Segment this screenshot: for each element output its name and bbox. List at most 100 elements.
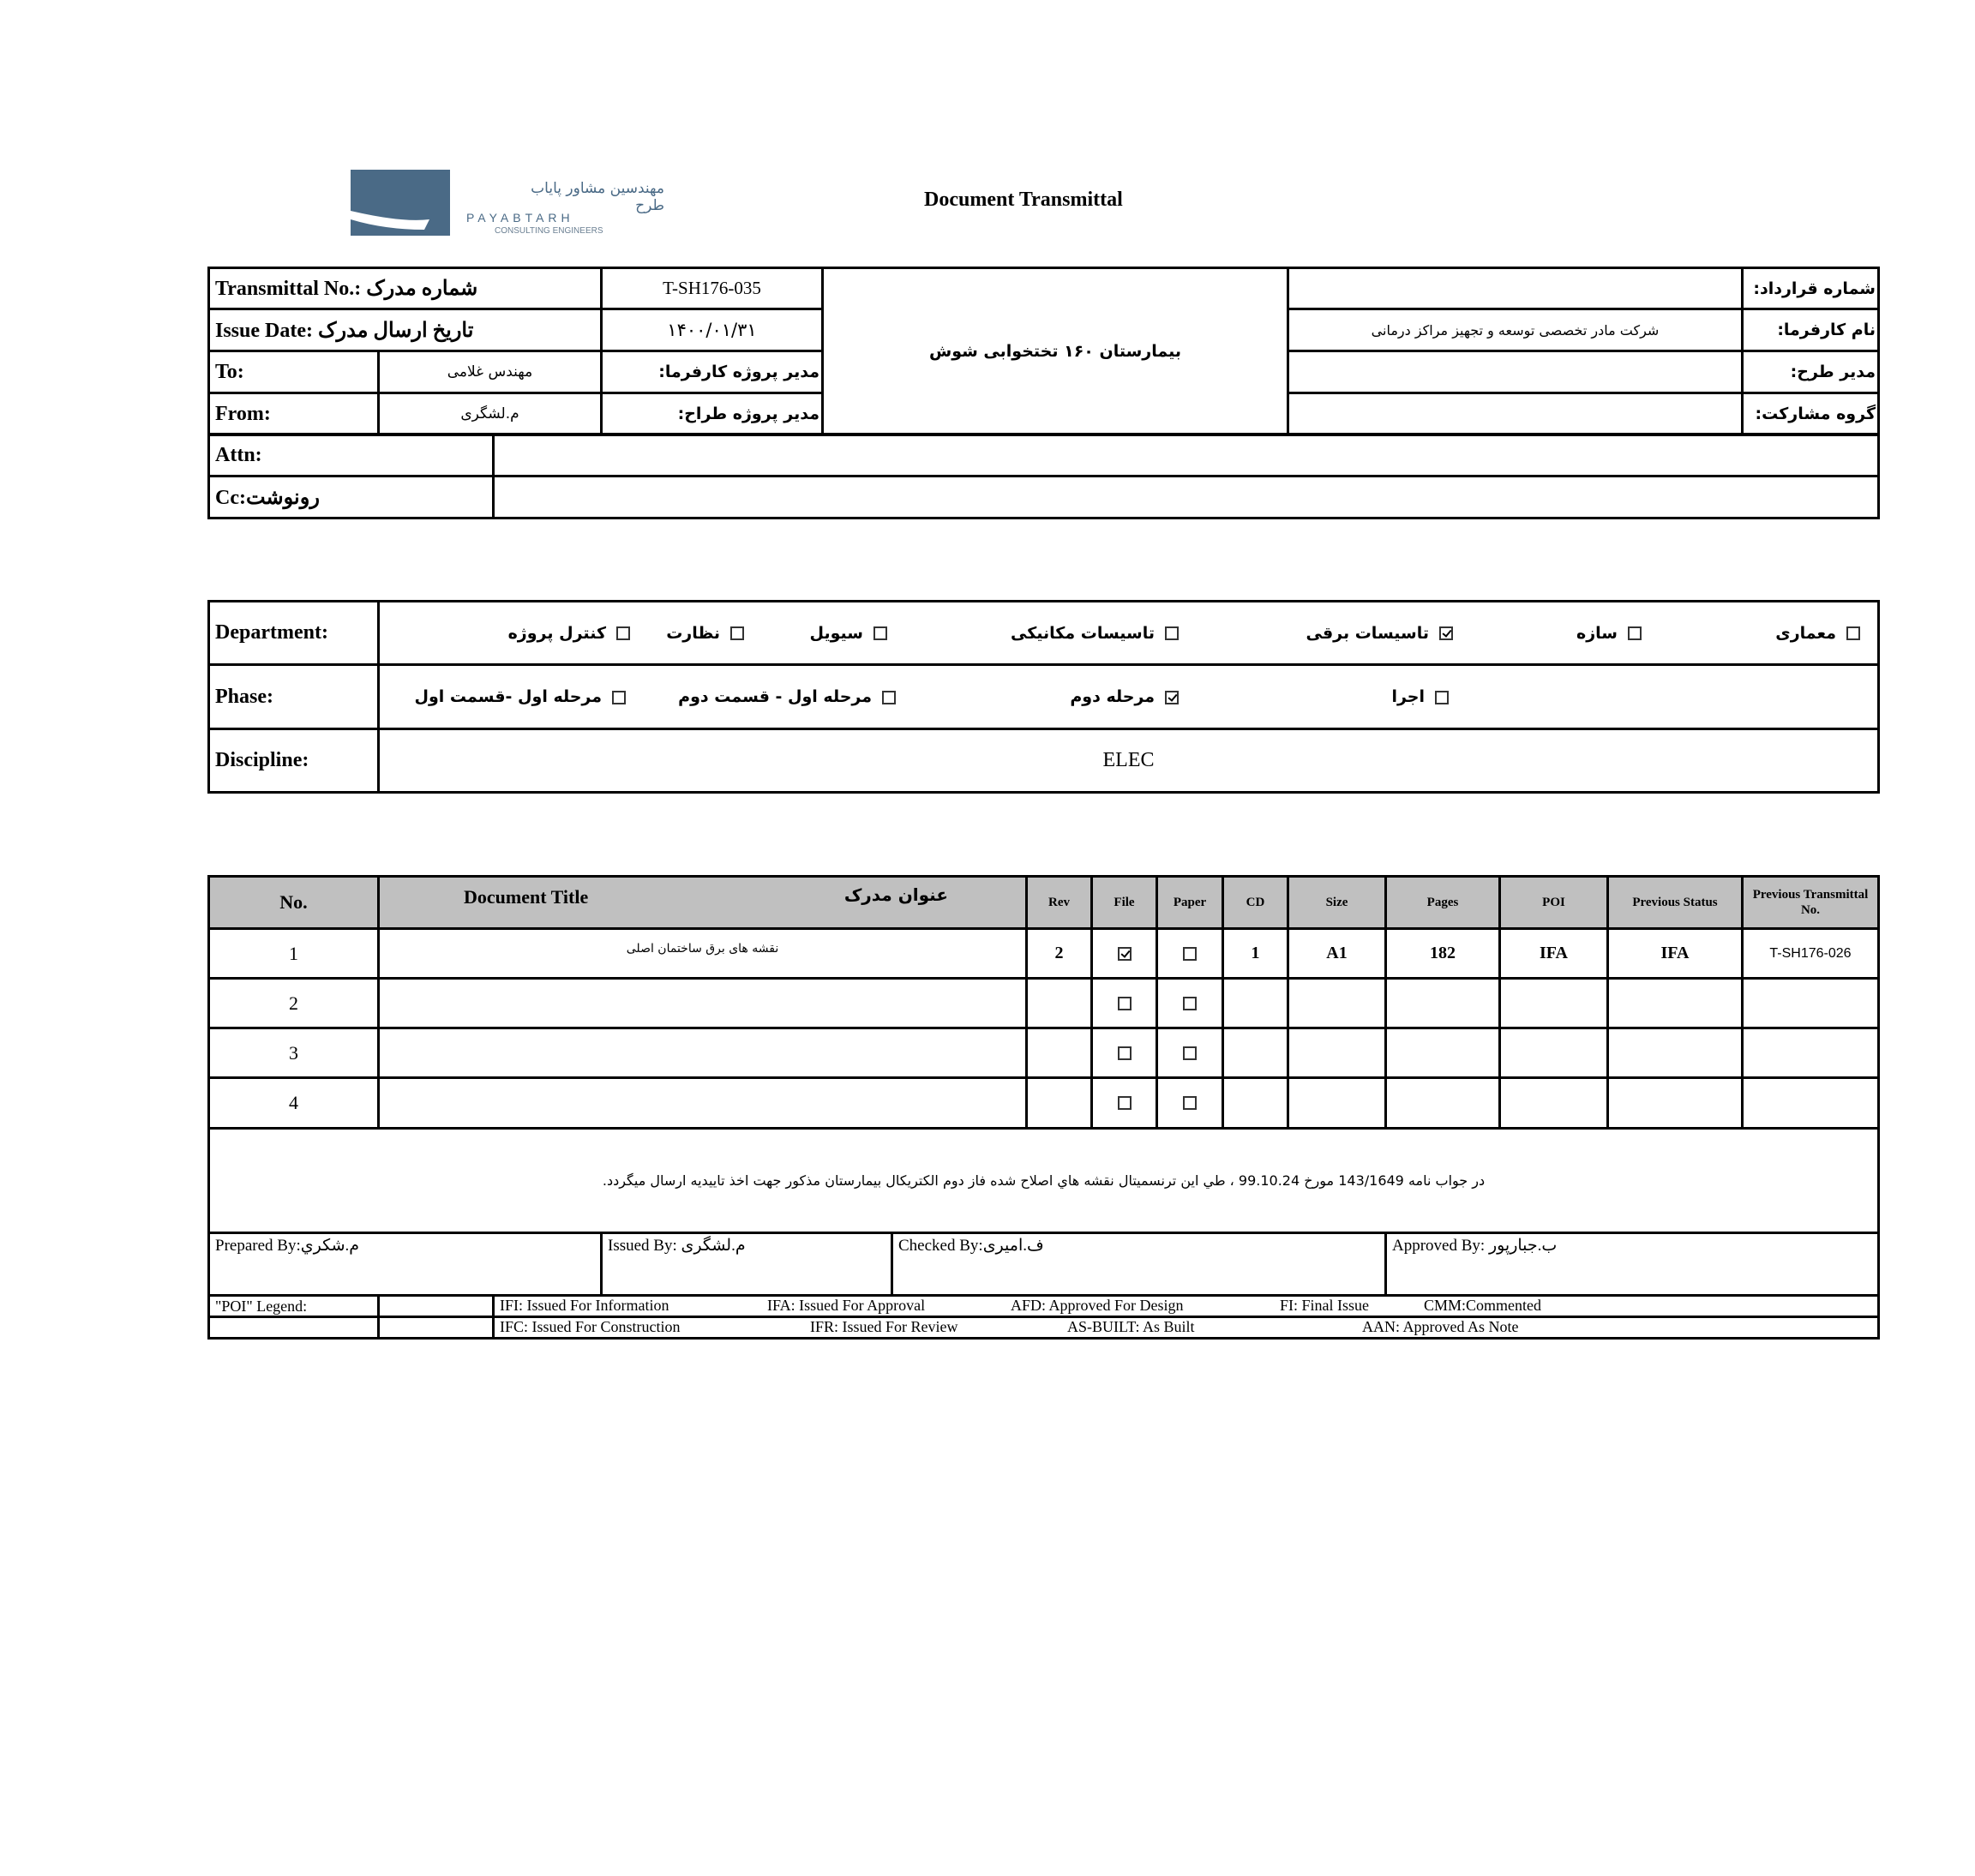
- col-rev: Rev: [1025, 875, 1093, 930]
- contract-no-value: [1287, 267, 1744, 310]
- row-rev: [1025, 977, 1093, 1029]
- row-previous-transmittal: [1741, 1027, 1880, 1079]
- legend-entry: IFR: Issued For Review: [810, 1318, 958, 1336]
- project-manager-value: [1287, 350, 1744, 394]
- row-poi: [1498, 1027, 1609, 1079]
- partnership-label: گروه مشارکت:: [1741, 392, 1880, 436]
- attn-value: [492, 433, 1880, 477]
- department-option[interactable]: معماری: [1775, 624, 1860, 643]
- logo-name-fa: مهندسین مشاور پایاب طرح: [531, 180, 664, 214]
- project-manager-label: مدیر طرح:: [1741, 350, 1880, 394]
- checkbox-icon[interactable]: [616, 626, 630, 640]
- row-paper: [1156, 1076, 1224, 1130]
- col-size: Size: [1287, 875, 1387, 930]
- row-previous-transmittal: T-SH176-026: [1741, 927, 1880, 980]
- department-option[interactable]: تاسیسات برقی: [1306, 624, 1453, 643]
- checked-checkbox-icon[interactable]: [1165, 690, 1179, 704]
- row-title: [377, 1076, 1028, 1130]
- col-previous-status: Previous Status: [1606, 875, 1744, 930]
- col-previous-transmittal: Previous Transmittal No.: [1741, 875, 1880, 930]
- col-cd: CD: [1222, 875, 1289, 930]
- page-title: Document Transmittal: [924, 189, 1123, 211]
- legend-entry: FI: Final Issue: [1280, 1297, 1370, 1315]
- checked-by: Checked By:ف.امیری: [891, 1232, 1387, 1297]
- client-pm-label: مدیر پروژه کارفرما:: [600, 350, 824, 394]
- col-pages: Pages: [1384, 875, 1501, 930]
- row-no: 2: [207, 977, 380, 1029]
- phase-option[interactable]: مرحله اول -قسمت اول: [414, 687, 626, 706]
- table-row: 2: [207, 977, 1880, 1029]
- checkbox-icon[interactable]: [1435, 690, 1449, 704]
- checkbox-icon[interactable]: [1183, 1096, 1197, 1111]
- checkbox-icon[interactable]: [873, 626, 887, 640]
- logo-mark-icon: [351, 170, 450, 236]
- row-paper: [1156, 1027, 1224, 1079]
- checkbox-icon[interactable]: [612, 690, 626, 704]
- table-row: 4: [207, 1076, 1880, 1130]
- row-paper: [1156, 977, 1224, 1029]
- checked-checkbox-icon[interactable]: [1117, 946, 1132, 961]
- department-option[interactable]: سازه: [1576, 624, 1642, 643]
- col-paper: Paper: [1156, 875, 1224, 930]
- client-value: شرکت مادر تخصصی توسعه و تجهیز مراکز درما…: [1287, 308, 1744, 352]
- logo-name-en: PAYABTARH: [466, 211, 574, 225]
- checkbox-icon[interactable]: [730, 626, 744, 640]
- row-size: [1287, 977, 1387, 1029]
- row-previous-status: [1606, 977, 1744, 1029]
- legend-entry: IFC: Issued For Construction: [500, 1318, 681, 1336]
- issued-by: Issued By: م.لشگری: [600, 1232, 893, 1297]
- department-option[interactable]: نظارت: [666, 624, 744, 643]
- attn-cc-table: Attn: Cc:رونوشت: [207, 433, 1880, 519]
- department-option[interactable]: کنترل پروژه: [508, 624, 630, 643]
- checkbox-icon[interactable]: [1183, 1046, 1197, 1060]
- issue-date-label: Issue Date: تاریخ ارسال مدرک: [207, 308, 603, 352]
- row-previous-transmittal: [1741, 1076, 1880, 1130]
- checked-checkbox-icon[interactable]: [1439, 626, 1453, 640]
- row-pages: [1384, 1076, 1501, 1130]
- col-document-title: Document Title عنوان مدرک: [377, 875, 1028, 930]
- phase-option[interactable]: مرحله دوم: [1070, 687, 1179, 706]
- legend-spacer: [377, 1316, 495, 1340]
- checkbox-icon[interactable]: [1846, 626, 1860, 640]
- poi-legend-label: "POI" Legend:: [207, 1294, 380, 1318]
- legend-entry: AFD: Approved For Design: [1011, 1297, 1184, 1315]
- phase-option[interactable]: مرحله اول - قسمت دوم: [678, 687, 896, 706]
- transmittal-note: در جواب نامه 143/1649 مورخ 99.10.24 ، طي…: [207, 1127, 1880, 1234]
- prepared-by: Prepared By:م.شکري: [207, 1232, 603, 1297]
- checkbox-icon[interactable]: [1117, 996, 1132, 1010]
- department-options: معماری سازه تاسیسات برقی تاسیسات مکانیکی…: [377, 600, 1880, 666]
- row-file: [1090, 977, 1158, 1029]
- row-size: A1: [1287, 927, 1387, 980]
- checkbox-icon[interactable]: [1117, 1046, 1132, 1060]
- row-previous-status: IFA: [1606, 927, 1744, 980]
- logo-tagline: CONSULTING ENGINEERS: [495, 226, 603, 236]
- legend-entry: CMM:Commented: [1424, 1297, 1542, 1315]
- checkbox-icon[interactable]: [1117, 1096, 1132, 1111]
- row-rev: [1025, 1076, 1093, 1130]
- checkbox-icon[interactable]: [1183, 946, 1197, 961]
- legend-entry: AS-BUILT: As Built: [1067, 1318, 1195, 1336]
- designer-pm-label: مدیر پروژه طراح:: [600, 392, 824, 436]
- col-title-fa: عنوان مدرک: [843, 884, 948, 905]
- row-rev: 2: [1025, 927, 1093, 980]
- row-title: [377, 1027, 1028, 1079]
- row-file: [1090, 927, 1158, 980]
- attn-label: Attn:: [207, 433, 495, 477]
- legend-entry: IFI: Issued For Information: [500, 1297, 669, 1315]
- company-logo: مهندسین مشاور پایاب طرح PAYABTARH CONSUL…: [351, 170, 664, 238]
- checkbox-icon[interactable]: [1183, 996, 1197, 1010]
- row-cd: [1222, 977, 1289, 1029]
- to-value: مهندس غلامی: [377, 350, 603, 394]
- checkbox-icon[interactable]: [1165, 626, 1179, 640]
- department-option[interactable]: تاسیسات مکانیکی: [1011, 624, 1179, 643]
- phase-label: Phase:: [207, 663, 380, 730]
- checkbox-icon[interactable]: [1628, 626, 1642, 640]
- row-cd: 1: [1222, 927, 1289, 980]
- row-pages: [1384, 1027, 1501, 1079]
- phase-option[interactable]: اجرا: [1391, 687, 1449, 706]
- department-option[interactable]: سیویل: [810, 624, 887, 643]
- checkbox-icon[interactable]: [882, 690, 896, 704]
- department-label: Department:: [207, 600, 380, 666]
- legend-entry: IFA: Issued For Approval: [767, 1297, 926, 1315]
- contract-no-label: شماره قرارداد:: [1741, 267, 1880, 310]
